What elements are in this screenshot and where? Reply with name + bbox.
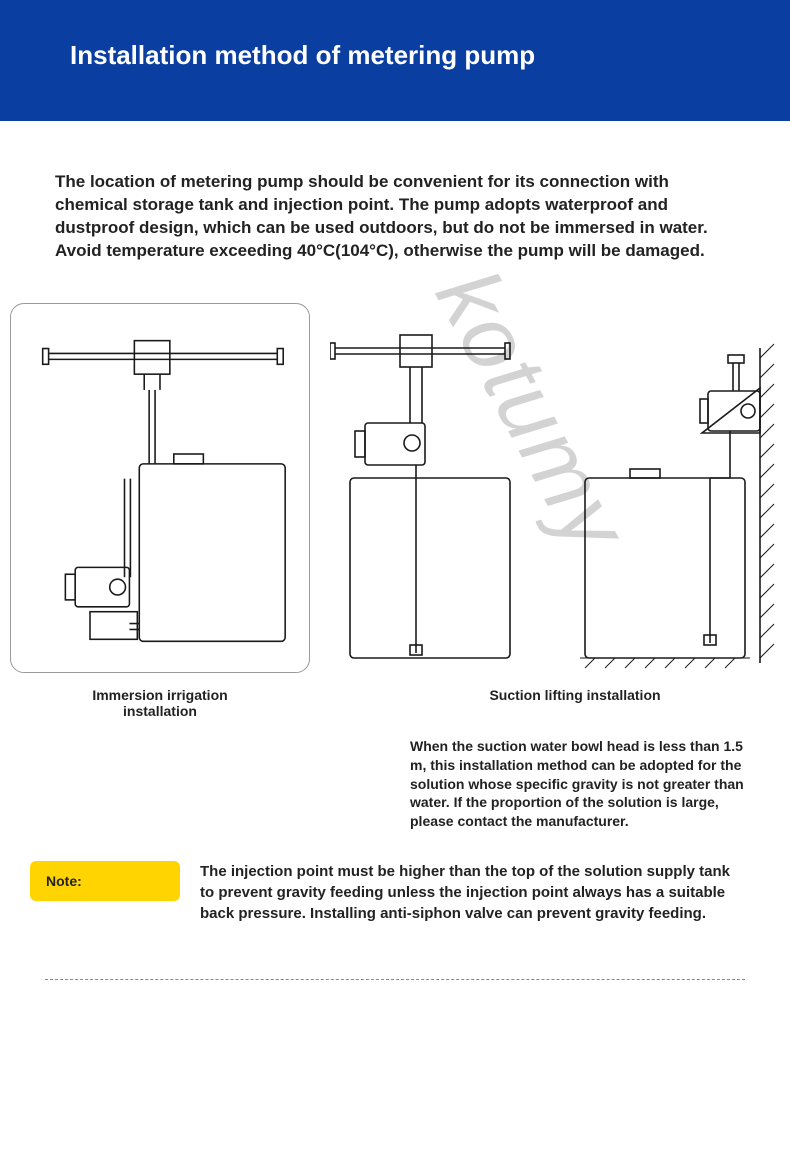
suction-description: When the suction water bowl head is less… (0, 719, 790, 831)
diagram-suction (330, 303, 780, 673)
page-title: Installation method of metering pump (70, 40, 790, 71)
suction-svg (330, 303, 780, 673)
diagram-immersion (10, 303, 310, 673)
caption-row: Immersion irrigationinstallation Suction… (0, 673, 790, 719)
page-header: Installation method of metering pump (0, 0, 790, 121)
note-row: Note: The injection point must be higher… (0, 831, 790, 924)
divider (45, 979, 745, 980)
intro-section: The location of metering pump should be … (0, 121, 790, 273)
immersion-svg (19, 316, 299, 661)
note-badge: Note: (30, 861, 180, 901)
caption-suction: Suction lifting installation (310, 687, 780, 719)
intro-text: The location of metering pump should be … (55, 171, 735, 263)
caption-immersion: Immersion irrigationinstallation (10, 687, 310, 719)
note-text: The injection point must be higher than … (200, 861, 730, 924)
diagrams-row (0, 273, 790, 673)
